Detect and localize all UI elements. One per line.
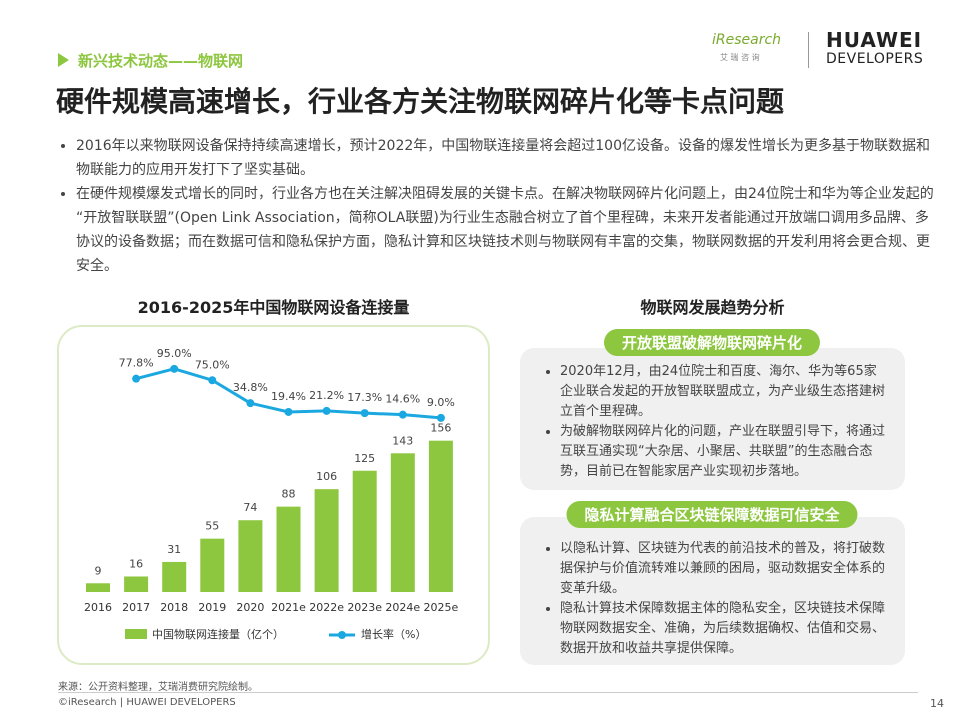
source-note: 来源：公开资料整理，艾瑞消费研究院绘制。 — [58, 682, 258, 693]
bar — [162, 561, 187, 592]
chart-title: 2016-2025年中国物联网设备连接量 — [137, 298, 410, 317]
line-label: 75.0% — [195, 358, 230, 371]
legend-label: 中国物联网连接量（亿个） — [152, 627, 284, 641]
trend-item: 为破解物联网碎片化的问题，产业在联盟引导下，将通过互联互通实现“大杂居、小聚居、… — [560, 422, 889, 482]
line-label: 14.6% — [385, 393, 420, 406]
bar — [86, 583, 110, 592]
footer-rule — [58, 692, 918, 693]
line-label: 9.0% — [427, 396, 455, 409]
trend-heading: 隐私计算融合区块链保障数据可信安全 — [566, 501, 858, 528]
legend-label: 增长率（%） — [361, 627, 426, 641]
bar-label: 143 — [392, 434, 413, 447]
line-point — [360, 409, 369, 418]
x-tick-label: 2016 — [84, 601, 112, 614]
bar — [276, 506, 301, 592]
trend-box: 2020年12月，由24位院士和百度、海尔、华为等65家企业联合发起的开放智联联… — [520, 348, 905, 490]
chart: 9 16 31 55 74 88 106 125 143 156 77.8%95.0%75.0%34… — [57, 325, 490, 665]
line-point — [208, 376, 217, 385]
line-label: 34.8% — [233, 381, 268, 394]
slide-title: 硬件规模高速增长，行业各方关注物联网碎片化等卡点问题 — [56, 85, 785, 118]
x-tick-label: 2024e — [385, 601, 420, 614]
x-tick-label: 2022e — [309, 601, 344, 614]
bar-label: 55 — [205, 520, 219, 533]
x-tick-label: 2019 — [198, 601, 226, 614]
bullet-list: 2016年以来物联网设备保持持续高速增长，预计2022年，中国物联连接量将会超过… — [58, 134, 934, 278]
logo-developers: DEVELOPERS — [826, 51, 924, 67]
section-marker — [58, 53, 69, 67]
logo-separator — [808, 32, 809, 68]
x-tick-label: 2021e — [271, 601, 306, 614]
x-tick-label: 2025e — [424, 601, 459, 614]
bar-label: 106 — [316, 470, 337, 483]
logo-iresearch-sub: 艾 瑞 咨 询 — [720, 53, 760, 62]
x-tick-label: 2017 — [122, 601, 150, 614]
line-point — [170, 364, 179, 373]
trend-item: 2020年12月，由24位院士和百度、海尔、华为等65家企业联合发起的开放智联联… — [560, 362, 889, 422]
bar-label: 88 — [282, 488, 296, 501]
chart-frame — [57, 325, 490, 665]
bar-label: 156 — [430, 422, 451, 435]
line-label: 21.2% — [309, 389, 344, 402]
legend-swatch — [125, 629, 147, 639]
x-tick-label: 2020 — [236, 601, 264, 614]
legend-swatch — [338, 631, 346, 639]
bar — [352, 470, 377, 592]
bar — [314, 489, 339, 592]
line-point — [284, 407, 293, 416]
line-point — [246, 399, 255, 408]
bar — [200, 538, 225, 592]
trends-title: 物联网发展趋势分析 — [640, 298, 785, 317]
bullet: 2016年以来物联网设备保持持续高速增长，预计2022年，中国物联连接量将会超过… — [76, 134, 934, 182]
bar — [124, 576, 149, 592]
logo-iresearch: iResearch — [712, 32, 782, 48]
bar — [390, 453, 415, 592]
copyright: ©iResearch | HUAWEI DEVELOPERS — [58, 697, 236, 708]
bar — [238, 520, 263, 592]
logo-huawei: HUAWEI — [826, 28, 923, 52]
line-label: 77.8% — [119, 357, 154, 370]
line-point — [132, 374, 141, 383]
line-point — [322, 406, 331, 415]
line-point — [436, 413, 445, 422]
bar-label: 9 — [95, 564, 102, 577]
bullet: 在硬件规模爆发式增长的同时，行业各方也在关注解决阻碍发展的关键卡点。在解决物联网… — [76, 182, 934, 278]
page-number: 14 — [930, 697, 944, 710]
line-point — [398, 410, 407, 419]
bar-label: 31 — [167, 543, 181, 556]
bar-label: 74 — [243, 501, 257, 514]
trend-item: 以隐私计算、区块链为代表的前沿技术的普及，将打破数据保护与价值流转难以兼顾的困局… — [560, 539, 889, 599]
section-label: 新兴技术动态——物联网 — [78, 52, 244, 70]
x-tick-label: 2023e — [347, 601, 382, 614]
bar — [428, 440, 453, 592]
x-tick-label: 2018 — [160, 601, 188, 614]
line-label: 95.0% — [157, 347, 192, 360]
line-label: 19.4% — [271, 390, 306, 403]
line-label: 17.3% — [347, 391, 382, 404]
trend-item: 隐私计算技术保障数据主体的隐私安全，区块链技术保障物联网数据安全、准确，为后续数… — [560, 599, 889, 659]
bar-label: 16 — [129, 557, 143, 570]
trend-heading: 开放联盟破解物联网碎片化 — [603, 329, 821, 356]
trend-box: 以隐私计算、区块链为代表的前沿技术的普及，将打破数据保护与价值流转难以兼顾的困局… — [520, 517, 905, 665]
bar-label: 125 — [354, 452, 375, 465]
